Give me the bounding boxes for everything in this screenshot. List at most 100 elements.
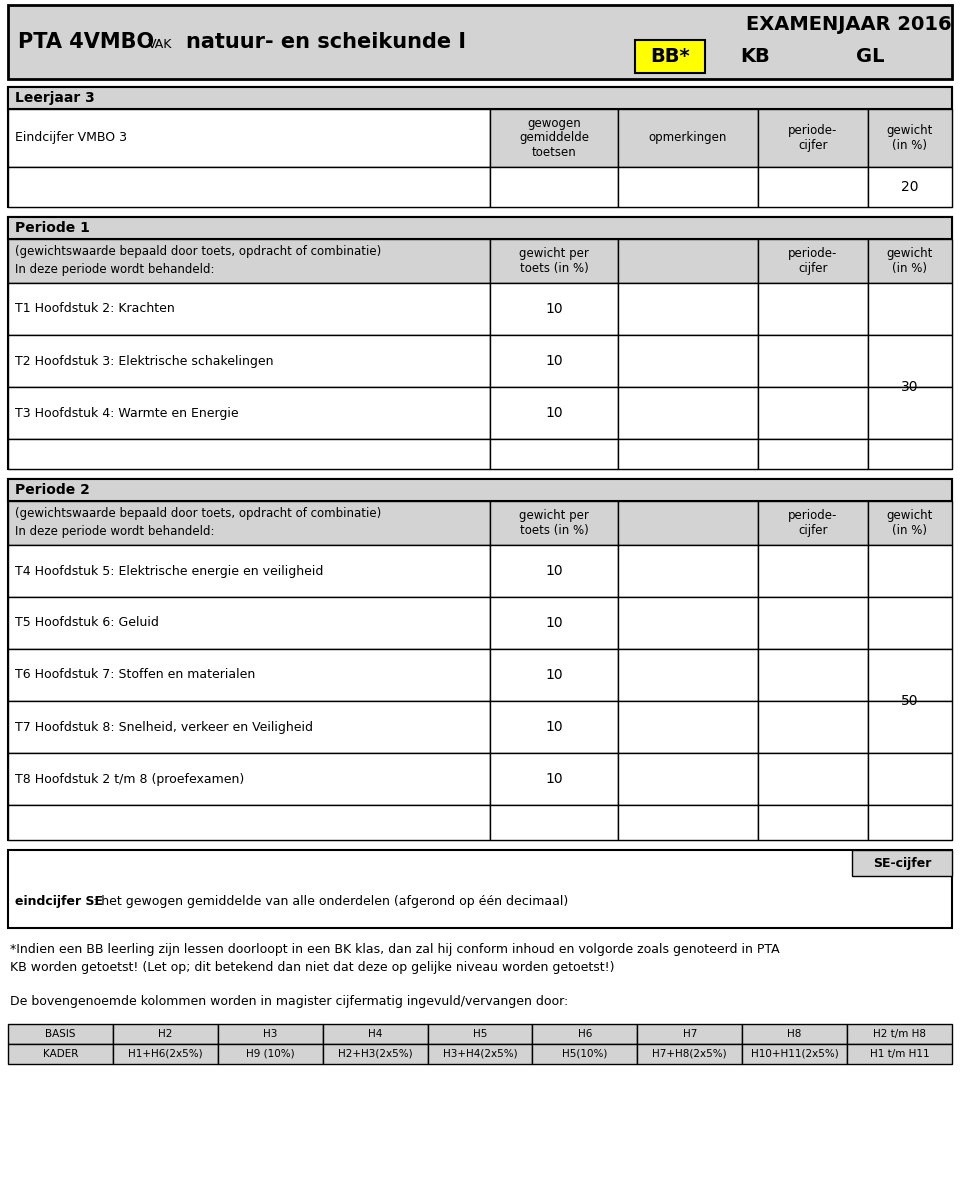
Bar <box>8 753 490 805</box>
Text: (gewichtswaarde bepaald door toets, opdracht of combinatie): (gewichtswaarde bepaald door toets, opdr… <box>15 245 381 258</box>
Bar <box>490 545 618 597</box>
Text: H5: H5 <box>473 1029 487 1039</box>
Bar <box>490 439 618 469</box>
Bar <box>618 283 758 335</box>
Text: gewicht
(in %): gewicht (in %) <box>887 509 933 536</box>
Bar <box>323 1043 427 1063</box>
Text: opmerkingen: opmerkingen <box>649 132 727 145</box>
Bar <box>8 479 952 839</box>
Bar <box>618 805 758 839</box>
Text: T5 Hoofdstuk 6: Geluid: T5 Hoofdstuk 6: Geluid <box>15 617 158 630</box>
Bar <box>618 753 758 805</box>
Bar <box>8 597 490 648</box>
Text: gewicht
(in %): gewicht (in %) <box>887 246 933 275</box>
Bar <box>8 805 490 839</box>
Bar <box>868 108 952 167</box>
Text: GL: GL <box>855 47 884 66</box>
Text: SE-cijfer: SE-cijfer <box>873 856 931 869</box>
Bar <box>8 217 952 469</box>
Bar <box>758 108 868 167</box>
Bar <box>8 239 490 283</box>
Bar <box>113 1025 218 1043</box>
Bar <box>868 545 952 597</box>
Bar <box>8 648 490 702</box>
Text: H7+H8(2x5%): H7+H8(2x5%) <box>653 1049 727 1059</box>
Bar <box>847 1043 952 1063</box>
Bar <box>868 702 952 753</box>
Text: 50: 50 <box>901 694 919 709</box>
Text: H2+H3(2x5%): H2+H3(2x5%) <box>338 1049 413 1059</box>
Text: H1+H6(2x5%): H1+H6(2x5%) <box>128 1049 203 1059</box>
Bar <box>490 167 618 208</box>
Text: H7: H7 <box>683 1029 697 1039</box>
Text: periode-
cijfer: periode- cijfer <box>788 246 838 275</box>
Bar <box>490 702 618 753</box>
Bar <box>8 1025 113 1043</box>
Text: BB*: BB* <box>650 46 690 66</box>
Bar <box>618 167 758 208</box>
Text: T4 Hoofdstuk 5: Elektrische energie en veiligheid: T4 Hoofdstuk 5: Elektrische energie en v… <box>15 565 324 578</box>
Text: H5(10%): H5(10%) <box>563 1049 608 1059</box>
Bar <box>8 283 490 335</box>
Bar <box>868 753 952 805</box>
Bar <box>113 1043 218 1063</box>
Text: H3: H3 <box>263 1029 277 1039</box>
Text: 10: 10 <box>545 772 563 786</box>
Text: 20: 20 <box>901 180 919 195</box>
Bar <box>758 753 868 805</box>
Bar <box>618 545 758 597</box>
Bar <box>758 648 868 702</box>
Bar <box>490 805 618 839</box>
Bar <box>8 479 952 501</box>
Text: Leerjaar 3: Leerjaar 3 <box>15 91 95 105</box>
Bar <box>758 283 868 335</box>
Text: Periode 1: Periode 1 <box>15 220 90 235</box>
Text: In deze periode wordt behandeld:: In deze periode wordt behandeld: <box>15 526 214 539</box>
Text: Eindcijfer VMBO 3: Eindcijfer VMBO 3 <box>15 132 127 145</box>
Text: EXAMENJAAR 2016: EXAMENJAAR 2016 <box>746 15 952 34</box>
Text: gewicht
(in %): gewicht (in %) <box>887 124 933 152</box>
Bar <box>868 167 952 208</box>
Bar <box>323 1025 427 1043</box>
Bar <box>8 87 952 108</box>
Text: De bovengenoemde kolommen worden in magister cijfermatig ingevuld/vervangen door: De bovengenoemde kolommen worden in magi… <box>10 995 568 1008</box>
Bar <box>758 335 868 387</box>
Text: H1 t/m H11: H1 t/m H11 <box>870 1049 929 1059</box>
Bar <box>758 805 868 839</box>
Bar <box>868 387 952 439</box>
Text: BASIS: BASIS <box>45 1029 76 1039</box>
Text: 10: 10 <box>545 668 563 681</box>
Text: gewogen
gemiddelde
toetsen: gewogen gemiddelde toetsen <box>519 117 589 159</box>
Text: KB: KB <box>740 47 770 66</box>
Bar <box>218 1025 323 1043</box>
Bar <box>618 597 758 648</box>
Bar <box>618 335 758 387</box>
Text: 10: 10 <box>545 354 563 368</box>
Bar <box>8 335 490 387</box>
Text: H9 (10%): H9 (10%) <box>246 1049 295 1059</box>
Bar <box>742 1043 847 1063</box>
Bar <box>533 1043 637 1063</box>
Text: H2 t/m H8: H2 t/m H8 <box>873 1029 926 1039</box>
Bar <box>8 167 490 208</box>
Bar <box>8 545 490 597</box>
Bar <box>8 850 952 928</box>
Bar <box>635 40 705 73</box>
Text: T8 Hoofdstuk 2 t/m 8 (proefexamen): T8 Hoofdstuk 2 t/m 8 (proefexamen) <box>15 772 244 785</box>
Text: KB worden getoetst! (Let op; dit betekend dan niet dat deze op gelijke niveau wo: KB worden getoetst! (Let op; dit beteken… <box>10 962 614 975</box>
Text: H4: H4 <box>368 1029 382 1039</box>
Bar <box>758 597 868 648</box>
Text: H10+H11(2x5%): H10+H11(2x5%) <box>751 1049 838 1059</box>
Bar <box>758 501 868 545</box>
Bar <box>758 387 868 439</box>
Bar <box>868 501 952 545</box>
Bar <box>8 1043 113 1063</box>
Bar <box>533 1025 637 1043</box>
Bar <box>868 805 952 839</box>
Bar <box>427 1043 533 1063</box>
Text: Periode 2: Periode 2 <box>15 483 90 498</box>
Bar <box>618 439 758 469</box>
Bar <box>868 648 952 702</box>
Text: KADER: KADER <box>43 1049 78 1059</box>
Bar <box>847 1025 952 1043</box>
